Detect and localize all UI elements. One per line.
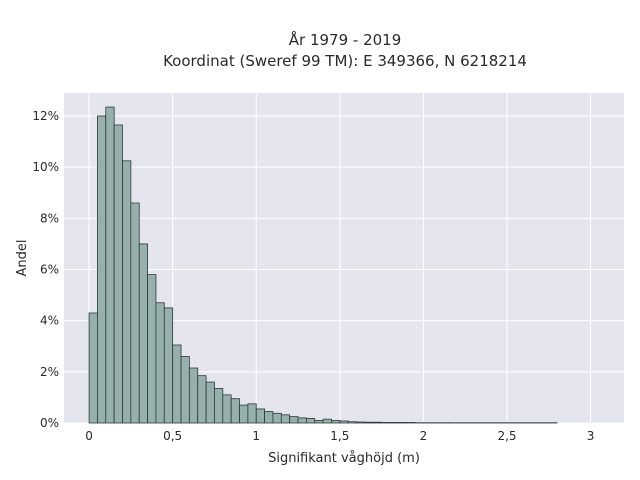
x-tick-label-6: 3 [587,429,595,443]
chart-title-line-1: År 1979 - 2019 [289,30,402,49]
histogram-bar-22 [272,412,282,424]
histogram-bar-5 [130,202,140,424]
x-axis-ticks: 0 0,5 1 1,5 2 2,5 3 [85,429,594,443]
histogram-bar-20 [255,408,265,424]
histogram-bar-33 [364,421,374,424]
chart-title-line-2: Koordinat (Sweref 99 TM): E 349366, N 62… [163,52,527,70]
y-tick-label-1: 2% [40,365,59,379]
x-tick-label-4: 2 [420,429,428,443]
histogram-bar-8 [155,302,165,424]
histogram-bar-3 [113,124,123,424]
y-axis-label: Andel [15,240,30,277]
histogram-bar-37 [397,422,408,424]
histogram-bar-26 [305,417,316,424]
histogram-bar-9 [163,307,174,424]
histogram-bar-25 [297,417,307,424]
y-tick-label-5: 10% [32,160,59,174]
histogram-bar-18 [239,404,249,424]
histogram-bar-2 [105,106,115,424]
y-tick-label-0: 0% [40,416,59,430]
histogram-bar-6 [138,243,148,424]
histogram-bar-30 [339,420,349,424]
y-axis-ticks: 0% 2% 4% 6% 8% 10% 12% [32,109,59,430]
histogram-bar-28 [322,418,332,424]
histogram-bar-23 [280,414,291,424]
x-tick-label-0: 0 [85,429,93,443]
histogram-bar-21 [264,411,274,424]
y-tick-label-6: 12% [32,109,59,123]
histogram-bar-35 [381,422,391,424]
histogram-bar-36 [389,422,399,424]
histogram-bar-11 [180,356,190,424]
histogram-bar-14 [205,381,215,424]
histogram-bar-15 [214,388,224,424]
histogram-bar-34 [372,421,383,424]
histogram-bar-4 [122,160,132,424]
histogram-bar-13 [197,375,207,424]
x-tick-label-2: 1 [252,429,260,443]
histogram-bar-27 [314,420,324,424]
x-tick-label-1: 0,5 [163,429,182,443]
histogram-bar-0 [88,312,98,424]
histogram-bar-19 [247,403,257,424]
y-tick-label-2: 4% [40,314,59,328]
histogram-bar-38 [406,422,416,424]
histogram-bar-16 [222,394,232,424]
y-tick-label-3: 6% [40,263,59,277]
histogram-bar-17 [230,398,240,424]
histogram-bar-31 [347,421,357,424]
histogram-bar-1 [97,115,107,424]
histogram-bar-7 [147,274,157,424]
histogram-bar-29 [331,420,341,424]
x-tick-label-3: 1,5 [330,429,349,443]
histogram-bar-24 [289,416,299,424]
x-axis-label: Signifikant våghöjd (m) [268,451,420,466]
y-tick-label-4: 8% [40,211,59,225]
histogram-bar-32 [356,421,366,424]
histogram-bar-12 [188,367,199,424]
histogram-bar-10 [172,344,182,424]
histogram-bars [88,106,558,424]
x-tick-label-5: 2,5 [497,429,516,443]
